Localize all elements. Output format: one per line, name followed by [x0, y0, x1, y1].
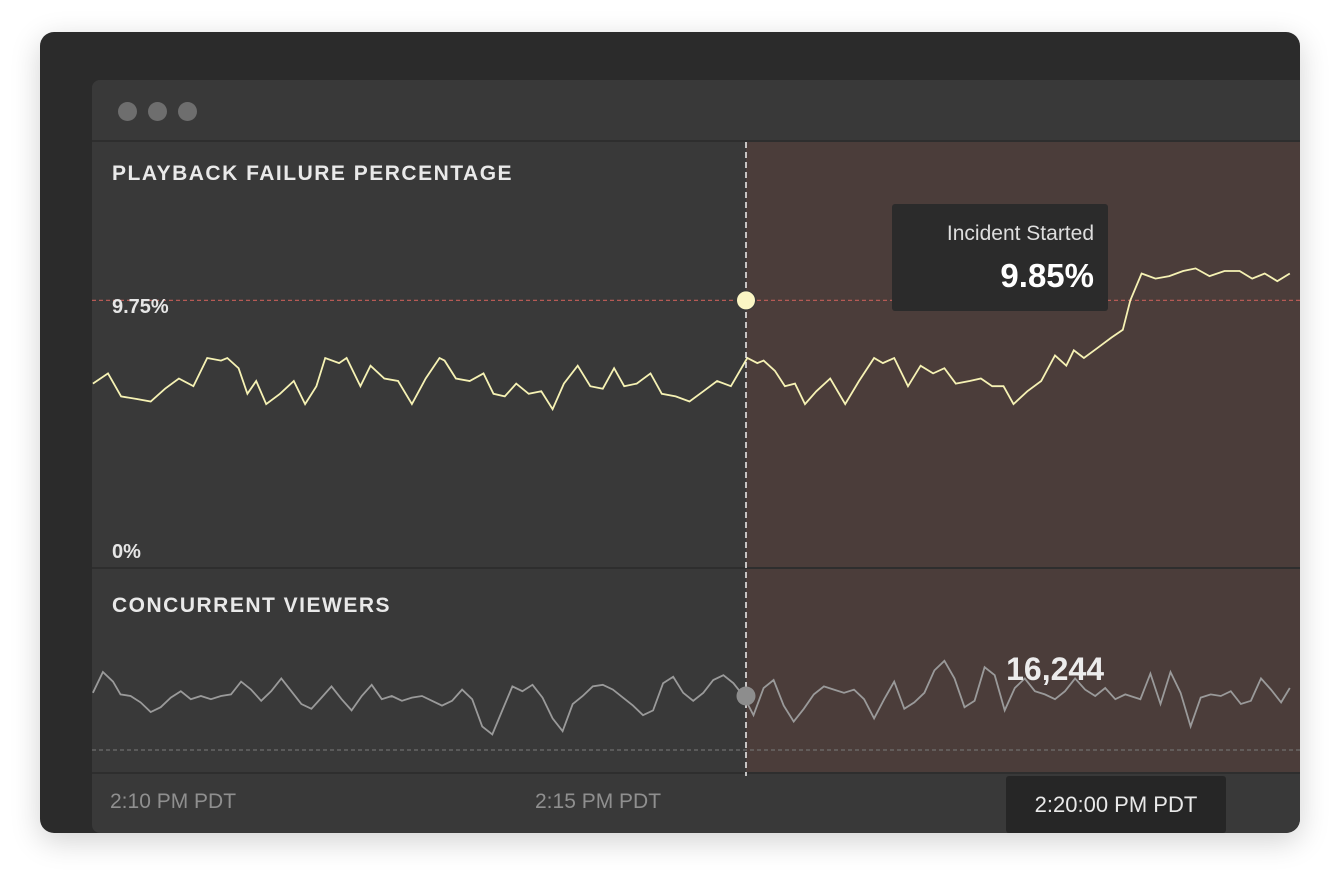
maximize-dot[interactable]: [178, 102, 197, 121]
viewers-current-value: 16,244: [1006, 651, 1104, 687]
current-time-chip: 2:20:00 PM PDT: [1006, 776, 1226, 833]
viewers-series-line: [92, 659, 1291, 736]
tooltip-value: 9.85%: [1000, 257, 1094, 294]
failure-panel-title: PLAYBACK FAILURE PERCENTAGE: [112, 162, 514, 185]
tooltip-label: Incident Started: [946, 222, 1094, 245]
x-tick-label-1: 2:10 PM PDT: [110, 790, 237, 813]
viewers-point-marker: [736, 686, 756, 706]
incident-tooltip: Incident Started 9.85%: [892, 204, 1108, 311]
threshold-label: 9.75%: [112, 296, 169, 318]
dashboard-window: PLAYBACK FAILURE PERCENTAGE 9.75% 0% Inc…: [92, 80, 1300, 833]
titlebar: [92, 80, 1300, 141]
viewers-panel-title: CONCURRENT VIEWERS: [112, 594, 392, 617]
panel-divider: [92, 567, 1300, 569]
failure-series-line: [92, 267, 1291, 412]
x-tick-label-2: 2:15 PM PDT: [535, 790, 662, 813]
close-dot[interactable]: [118, 102, 137, 121]
minimize-dot[interactable]: [148, 102, 167, 121]
titlebar-divider: [92, 140, 1300, 142]
app-frame: PLAYBACK FAILURE PERCENTAGE 9.75% 0% Inc…: [40, 32, 1300, 833]
charts-canvas: [92, 142, 1300, 776]
zero-label: 0%: [112, 541, 141, 563]
failure-point-marker: [736, 290, 756, 311]
axis-divider: [92, 772, 1300, 774]
